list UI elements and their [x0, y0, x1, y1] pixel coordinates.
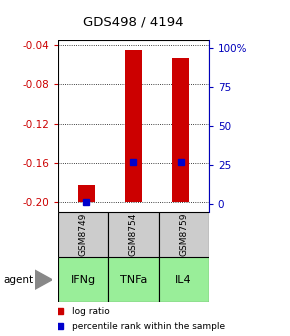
Text: TNFa: TNFa: [120, 275, 147, 285]
Polygon shape: [35, 270, 52, 289]
Text: IFNg: IFNg: [70, 275, 96, 285]
Text: GSM8749: GSM8749: [79, 213, 88, 256]
Text: agent: agent: [3, 275, 33, 285]
Text: GSM8754: GSM8754: [129, 213, 138, 256]
Bar: [125, 50, 142, 202]
Bar: [159, 257, 209, 302]
Bar: [172, 58, 189, 202]
Text: GSM8759: GSM8759: [179, 213, 188, 256]
Text: IL4: IL4: [175, 275, 192, 285]
Text: percentile rank within the sample: percentile rank within the sample: [72, 322, 225, 331]
Bar: [108, 257, 159, 302]
Bar: [159, 212, 209, 257]
Bar: [58, 257, 108, 302]
Text: log ratio: log ratio: [72, 307, 109, 316]
Bar: [108, 212, 159, 257]
Bar: [58, 212, 108, 257]
Text: GDS498 / 4194: GDS498 / 4194: [83, 15, 184, 28]
Bar: [78, 185, 95, 202]
